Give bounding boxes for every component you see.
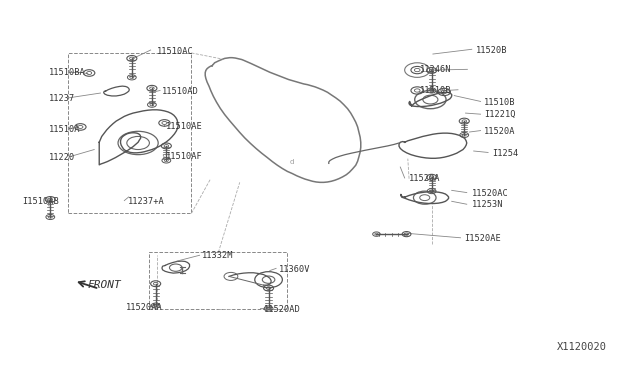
Text: I1520AE: I1520AE [464, 234, 501, 243]
Text: 11510AF: 11510AF [166, 152, 203, 161]
Text: 11510AD: 11510AD [162, 87, 198, 96]
Text: X1120020: X1120020 [557, 342, 607, 352]
Text: 11520AD: 11520AD [264, 305, 300, 314]
Text: 11220: 11220 [49, 153, 76, 162]
Text: 11520A: 11520A [484, 127, 516, 136]
Text: d: d [290, 159, 294, 165]
Text: I1510AB: I1510AB [22, 197, 59, 206]
Text: I1221Q: I1221Q [484, 110, 516, 119]
Text: 11520B: 11520B [476, 46, 507, 55]
Text: 11520AC: 11520AC [472, 189, 509, 198]
Text: 11360V: 11360V [279, 264, 311, 274]
Text: FRONT: FRONT [88, 280, 122, 290]
Text: 11246N: 11246N [420, 65, 452, 74]
Text: 11520A: 11520A [409, 174, 440, 183]
Text: 11510B: 11510B [420, 86, 452, 95]
Text: 11510B: 11510B [484, 98, 516, 107]
Text: 11510BA: 11510BA [49, 68, 86, 77]
Text: I1254: I1254 [493, 149, 519, 158]
Text: 11332M: 11332M [202, 251, 234, 260]
Text: 11510A: 11510A [49, 125, 81, 134]
Text: 11253N: 11253N [472, 201, 503, 209]
Text: 11237+A: 11237+A [127, 197, 164, 206]
Text: 11510AE: 11510AE [166, 122, 203, 131]
Text: 11520AA: 11520AA [125, 302, 163, 311]
Text: 11237: 11237 [49, 94, 76, 103]
Text: 11510AC: 11510AC [157, 46, 194, 55]
